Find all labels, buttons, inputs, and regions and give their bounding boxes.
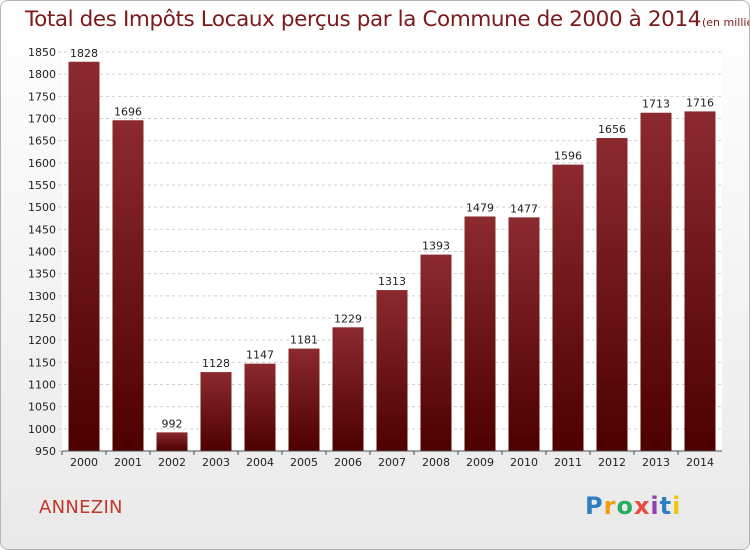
data-label-2001: 1696 [114, 105, 142, 118]
bar-2008 [420, 254, 452, 451]
x-tick-label: 2013 [642, 456, 670, 469]
y-tick-label: 1150 [28, 356, 56, 369]
y-axis-tick-labels: 950 1000 1050 1100 1150 1200 1250 1300 1350 1400 1… [28, 46, 56, 458]
x-axis-tick-labels: 2000 2001 2002 2003 2004 2005 2006 2007 2008 2009… [70, 456, 714, 469]
bar-2011 [552, 164, 584, 451]
x-tick-label: 2007 [378, 456, 406, 469]
data-label-2003: 1128 [202, 357, 230, 370]
y-tick-label: 1450 [28, 223, 56, 236]
bar-2013 [640, 112, 672, 451]
chart-title-block: Total des Impôts Locaux perçus par la Co… [25, 7, 749, 32]
data-label-2006: 1229 [334, 312, 362, 325]
y-tick-label: 1500 [28, 201, 56, 214]
y-tick-label: 1600 [28, 157, 56, 170]
data-label-2000: 1828 [70, 47, 98, 60]
y-tick-label: 1750 [28, 90, 56, 103]
y-tick-label: 1200 [28, 334, 56, 347]
y-tick-label: 1650 [28, 135, 56, 148]
data-label-2014: 1716 [686, 96, 714, 109]
x-tick-label: 2011 [554, 456, 582, 469]
x-tick-label: 2002 [158, 456, 186, 469]
logo-letter: o [616, 492, 634, 520]
y-tick-label: 1550 [28, 179, 56, 192]
x-tick-label: 2001 [114, 456, 142, 469]
y-tick-label: 1700 [28, 113, 56, 126]
x-tick-label: 2009 [466, 456, 494, 469]
bar-2005 [288, 348, 320, 451]
data-label-2007: 1313 [378, 275, 406, 288]
bar-2002 [156, 432, 188, 451]
y-tick-label: 1350 [28, 268, 56, 281]
x-tick-label: 2012 [598, 456, 626, 469]
logo-letter: P [585, 492, 604, 520]
y-tick-label: 1000 [28, 423, 56, 436]
logo-letter: r [603, 492, 617, 520]
x-tick-label: 2010 [510, 456, 538, 469]
bar-2012 [596, 138, 628, 452]
y-tick-label: 950 [35, 445, 56, 458]
bar-2010 [508, 217, 540, 451]
data-label-2009: 1479 [466, 201, 494, 214]
bar-2000 [68, 61, 100, 452]
data-label-2011: 1596 [554, 150, 582, 163]
x-tick-label: 2005 [290, 456, 318, 469]
chart-title: Total des Impôts Locaux perçus par la Co… [25, 7, 701, 32]
proxiti-logo: Proxiti [585, 492, 681, 520]
y-tick-label: 1800 [28, 68, 56, 81]
data-label-2010: 1477 [510, 202, 538, 215]
data-label-2013: 1713 [642, 98, 670, 111]
y-tick-label: 1250 [28, 312, 56, 325]
x-tick-label: 2008 [422, 456, 450, 469]
bar-2006 [332, 327, 364, 451]
bar-2009 [464, 216, 496, 451]
x-tick-label: 2000 [70, 456, 98, 469]
y-tick-label: 1050 [28, 401, 56, 414]
data-label-2012: 1656 [598, 123, 626, 136]
y-tick-label: 1100 [28, 379, 56, 392]
logo-letter: i [672, 492, 682, 520]
data-label-2004: 1147 [246, 349, 274, 362]
y-tick-label: 1850 [28, 46, 56, 59]
logo-letter: t [659, 492, 673, 520]
chart-subtitle: (en milliers d'€) [702, 16, 749, 29]
logo-letter: x [633, 492, 651, 520]
commune-name: ANNEZIN [39, 497, 123, 518]
bars [61, 61, 716, 455]
bar-2007 [376, 290, 408, 451]
x-tick-label: 2006 [334, 456, 362, 469]
data-labels: 1828 1696 992 1128 1147 1181 1229 1313 1393 1479 1… [70, 47, 714, 431]
data-label-2008: 1393 [422, 240, 450, 253]
data-label-2005: 1181 [290, 334, 318, 347]
bar-2001 [112, 120, 144, 452]
y-tick-label: 1300 [28, 290, 56, 303]
x-tick-label: 2014 [686, 456, 714, 469]
y-tick-label: 1400 [28, 246, 56, 259]
x-tick-label: 2003 [202, 456, 230, 469]
bar-2004 [244, 363, 276, 451]
bar-2014 [684, 111, 716, 451]
bar-2003 [200, 372, 232, 451]
x-tick-label: 2004 [246, 456, 274, 469]
logo-letter: i [650, 492, 660, 520]
data-label-2002: 992 [162, 417, 183, 430]
